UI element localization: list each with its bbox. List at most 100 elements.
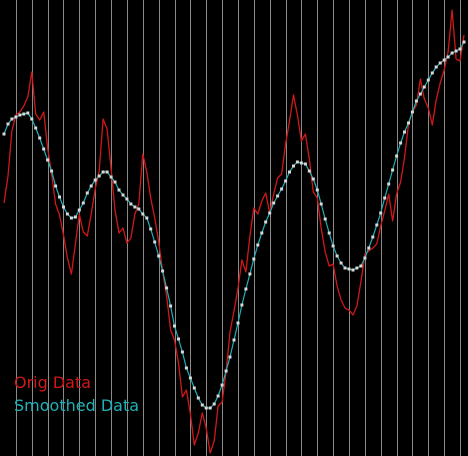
- smoothed-data-point: [450, 51, 454, 55]
- smoothed-data-point: [284, 179, 288, 183]
- smoothed-data-point: [105, 170, 109, 174]
- smoothed-data-point: [438, 61, 442, 65]
- smoothed-data-point: [462, 40, 466, 44]
- smoothed-data-point: [62, 205, 65, 209]
- smoothed-data-point: [371, 235, 375, 239]
- smoothed-data-point: [355, 266, 359, 270]
- smoothed-data-point: [323, 217, 327, 221]
- smoothed-data-point: [169, 304, 173, 308]
- smoothed-data-point: [418, 92, 422, 96]
- smoothed-data-point: [303, 162, 307, 166]
- smoothed-data-point: [145, 216, 149, 220]
- smoothed-data-point: [280, 187, 284, 191]
- smoothed-data-point: [208, 406, 212, 410]
- smoothed-data-point: [414, 99, 418, 103]
- smoothed-data-point: [383, 196, 387, 200]
- smoothed-data-point: [157, 254, 161, 258]
- smoothed-data-point: [65, 212, 69, 216]
- smoothed-data-point: [42, 147, 46, 151]
- smoothed-data-point: [363, 256, 367, 260]
- smoothed-data-point: [395, 154, 399, 158]
- smoothed-data-point: [141, 212, 145, 216]
- smoothed-data-point: [200, 403, 204, 407]
- smoothed-data-point: [240, 303, 244, 307]
- smoothed-data-point: [375, 223, 379, 227]
- smoothed-data-point: [38, 136, 42, 140]
- smoothed-data-point: [85, 191, 89, 195]
- smoothed-data-point: [391, 168, 395, 172]
- series-line-orig-data: [3, 9, 465, 454]
- smoothed-data-point: [367, 246, 371, 250]
- smoothed-data-point: [10, 117, 14, 121]
- smoothed-data-point: [454, 49, 458, 53]
- smoothed-data-point: [6, 122, 10, 126]
- smoothed-data-point: [173, 324, 176, 328]
- smoothed-data-point: [177, 337, 180, 341]
- smoothed-data-point: [89, 184, 93, 188]
- smoothed-data-point: [343, 266, 347, 270]
- smoothed-data-point: [426, 78, 430, 82]
- smoothed-data-point: [93, 178, 97, 182]
- smoothed-data-point: [331, 244, 335, 248]
- smoothed-data-point: [184, 366, 188, 370]
- smoothed-data-point: [137, 207, 141, 211]
- smoothed-data-point: [2, 132, 6, 136]
- smoothed-data-point: [339, 261, 343, 265]
- smoothed-data-point: [268, 211, 272, 215]
- smoothed-data-point: [399, 141, 403, 145]
- smoothed-data-point: [387, 182, 391, 186]
- smoothed-data-point: [188, 376, 192, 380]
- smoothed-data-point: [113, 180, 117, 184]
- smoothed-data-point: [69, 216, 73, 220]
- smoothed-data-point: [50, 169, 54, 173]
- smoothed-data-point: [403, 130, 406, 134]
- smoothed-data-point: [311, 177, 315, 181]
- smoothed-data-point: [46, 158, 50, 162]
- smoothed-data-point: [299, 161, 303, 165]
- smoothed-data-point: [121, 193, 125, 197]
- smoothed-data-point: [351, 268, 355, 272]
- smoothed-data-point: [292, 164, 295, 168]
- smoothed-data-point: [327, 231, 331, 235]
- legend: Orig Data Smoothed Data: [14, 373, 139, 415]
- smoothed-data-point: [161, 269, 165, 273]
- smoothed-data-point: [458, 47, 462, 51]
- smoothed-data-point: [319, 202, 323, 206]
- smoothed-data-point: [26, 111, 30, 115]
- smoothed-data-point: [73, 215, 77, 219]
- smoothed-data-point: [315, 188, 319, 192]
- smoothed-data-point: [97, 174, 101, 178]
- smoothed-data-point: [81, 201, 85, 205]
- smoothed-data-point: [236, 321, 240, 325]
- smoothed-data-point: [430, 71, 434, 75]
- smoothed-data-point: [335, 254, 339, 258]
- smoothed-data-point: [18, 113, 22, 117]
- smoothed-data-point: [58, 195, 61, 199]
- smoothed-data-point: [101, 170, 105, 174]
- smoothed-data-point: [410, 110, 414, 114]
- grid-lines: [16, 0, 461, 456]
- smoothed-data-point: [216, 394, 220, 398]
- smoothed-data-point: [30, 117, 34, 121]
- smoothed-data-point: [180, 350, 184, 354]
- smoothed-data-point: [224, 369, 228, 373]
- smoothed-data-point: [232, 338, 236, 342]
- smoothed-data-point: [129, 202, 133, 206]
- smoothed-data-point: [260, 231, 264, 235]
- smoothed-data-point: [359, 264, 363, 268]
- series-layer: [2, 9, 466, 454]
- smoothed-data-point: [248, 272, 252, 276]
- smoothed-data-point: [14, 115, 18, 119]
- smoothed-data-point: [117, 188, 121, 192]
- smoothed-data-point: [192, 386, 196, 390]
- smoothed-data-point: [288, 170, 291, 174]
- smoothed-data-point: [276, 194, 280, 198]
- smoothed-data-point: [307, 169, 311, 173]
- smoothed-data-point: [22, 112, 26, 116]
- legend-label-orig-data: Orig Data: [14, 373, 91, 392]
- smoothed-data-point: [34, 126, 38, 130]
- smoothed-data-point: [422, 85, 426, 89]
- smoothed-data-point: [228, 355, 232, 359]
